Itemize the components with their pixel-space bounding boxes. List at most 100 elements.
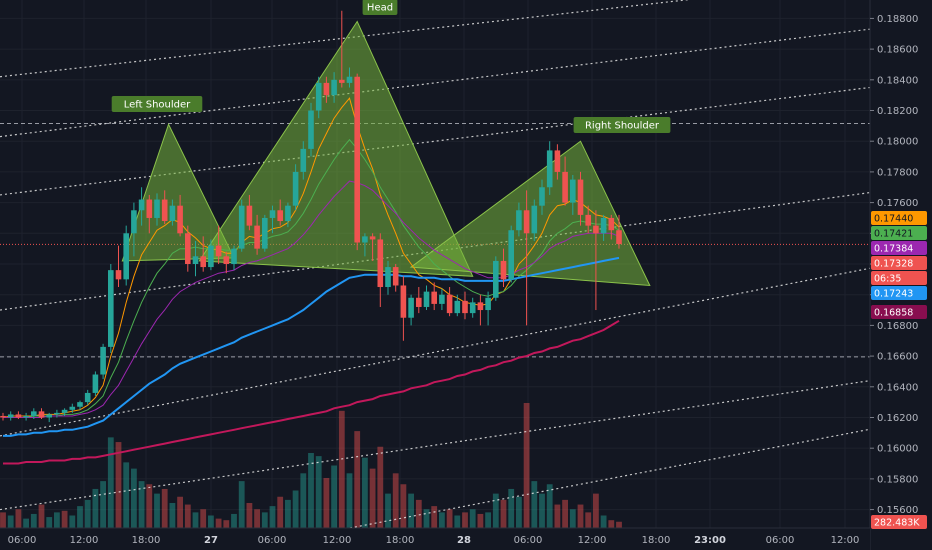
left-shoulder-triangle xyxy=(121,123,235,262)
price-badge-label: 282.483K xyxy=(874,518,920,529)
price-tick-label: 0.15600 xyxy=(877,505,918,516)
candle-body xyxy=(177,205,183,234)
candle-body xyxy=(446,294,453,314)
volume-bar xyxy=(608,520,615,528)
time-axis[interactable]: 06:00 12:00 18:00 27 06:00 12:00 18:00 28 06:00 1… xyxy=(0,527,870,550)
candle-body xyxy=(54,412,60,415)
volume-bar xyxy=(492,493,499,528)
candle-body xyxy=(600,217,607,234)
volume-bar xyxy=(7,515,14,528)
price-badge xyxy=(871,226,927,240)
time-tick-label: 12:00 xyxy=(70,535,99,546)
candle-body xyxy=(46,414,52,418)
candle-body xyxy=(477,302,484,311)
candle-body xyxy=(92,374,99,393)
volume-bar xyxy=(238,481,245,528)
candle-body xyxy=(38,411,45,418)
price-badge-label: 0.16858 xyxy=(874,308,913,319)
volume-bar xyxy=(154,493,160,528)
volume-bar xyxy=(408,493,414,528)
volume-bar xyxy=(554,504,561,528)
volume-bar xyxy=(477,513,484,528)
candle-body xyxy=(454,300,461,314)
annotation-box xyxy=(573,117,671,133)
volume-bar xyxy=(485,512,491,528)
volume-bar xyxy=(0,512,6,528)
candle-body xyxy=(531,205,538,234)
price-tick-label: 0.16200 xyxy=(877,413,918,424)
volume-bar xyxy=(454,515,461,528)
candle-body xyxy=(315,82,322,111)
pattern-annotations: Left Shoulder Head Right Shoulder xyxy=(111,0,671,133)
volume-bar xyxy=(77,506,83,528)
volume-bar xyxy=(369,468,376,528)
candle-body xyxy=(323,82,330,96)
volume-bar xyxy=(107,437,114,528)
price-badge-label: 0.17384 xyxy=(874,244,913,255)
time-tick-label: 12:00 xyxy=(831,535,860,546)
volume-bar xyxy=(184,504,191,528)
volume-bar xyxy=(231,513,237,528)
candle-body xyxy=(100,346,106,375)
candle-body xyxy=(77,402,83,407)
candle-body xyxy=(238,205,245,249)
candle-body xyxy=(431,291,437,304)
price-tick-label: 0.17800 xyxy=(877,167,918,178)
hs-pattern xyxy=(121,20,651,287)
candle-body xyxy=(69,406,76,410)
candle-body xyxy=(215,245,222,257)
price-tick-label: 0.16600 xyxy=(877,352,918,363)
candle-body xyxy=(146,199,153,218)
volume-bar xyxy=(177,496,183,528)
price-badge-label: 06:35 xyxy=(874,274,901,285)
time-tick-label: 06:00 xyxy=(514,535,543,546)
price-badge-label: 0.17243 xyxy=(874,289,913,300)
volume-bar xyxy=(200,509,207,528)
volume-bar xyxy=(208,515,214,528)
volume-bar xyxy=(516,496,522,528)
candle-body xyxy=(400,285,407,318)
candle-body xyxy=(462,300,468,314)
annotation-label: Right Shoulder xyxy=(585,121,660,132)
price-tick-label: 0.18800 xyxy=(877,14,918,25)
candle-body xyxy=(269,210,276,218)
time-tick-label: 23:00 xyxy=(694,535,726,546)
candle-body xyxy=(354,76,360,243)
volume-bar xyxy=(616,521,622,528)
candle-body xyxy=(546,150,553,188)
volume-bar xyxy=(15,509,22,528)
candle-body xyxy=(523,210,530,234)
price-tick-label: 0.16000 xyxy=(877,444,918,455)
candle-body xyxy=(246,205,253,226)
candle-body xyxy=(7,414,14,418)
volume-bar xyxy=(423,509,430,528)
candle-body xyxy=(562,171,568,203)
price-tick-label: 0.18400 xyxy=(877,75,918,86)
volume-bar xyxy=(539,493,545,528)
candle-body xyxy=(408,297,414,318)
volume-bar xyxy=(439,512,445,528)
candle-body xyxy=(608,217,615,231)
volume-bar xyxy=(338,410,345,528)
price-badge-label: 0.17328 xyxy=(874,259,913,270)
candle-body xyxy=(392,267,399,286)
candle-body xyxy=(500,260,507,280)
time-tick-label: 12:00 xyxy=(323,535,352,546)
price-tick-label: 0.16800 xyxy=(877,321,918,332)
price-tick-label: 0.17600 xyxy=(877,198,918,209)
price-badge xyxy=(871,241,927,255)
candle-body xyxy=(369,236,376,240)
volume-bar xyxy=(261,512,268,528)
candle-body xyxy=(161,199,168,222)
time-axis-bg xyxy=(0,528,870,550)
time-tick-label: 18:00 xyxy=(386,535,415,546)
price-badge-label: 0.17440 xyxy=(874,214,913,225)
volume-bar xyxy=(161,488,168,528)
annotation-box xyxy=(362,0,398,15)
volume-bar xyxy=(446,509,453,528)
trendline xyxy=(0,0,691,78)
candle-body xyxy=(485,297,491,311)
volume-bar xyxy=(346,473,353,528)
volume-bar xyxy=(569,509,576,528)
volume-bar xyxy=(146,484,153,528)
